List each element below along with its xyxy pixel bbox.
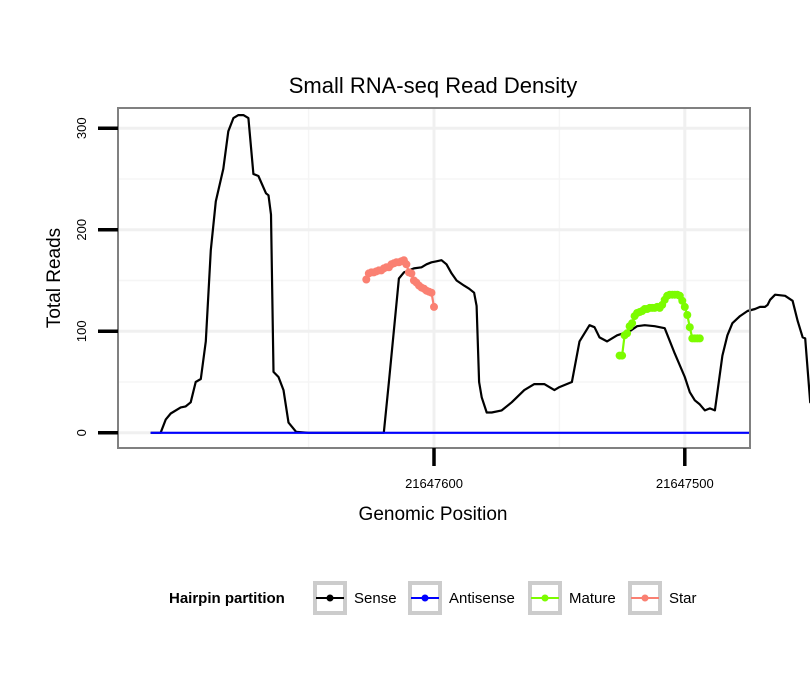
legend-key-point-star xyxy=(641,594,649,602)
series-sense xyxy=(150,113,810,434)
y-axis-label: Total Reads xyxy=(44,228,65,328)
series-line-sense xyxy=(150,113,810,434)
data-point-star xyxy=(362,275,371,284)
legend-key-point-antisense xyxy=(421,594,429,602)
legend-key-point-sense xyxy=(326,594,334,602)
legend-key-point-mature xyxy=(541,594,549,602)
series-layer xyxy=(150,113,810,434)
data-point-mature xyxy=(680,302,689,311)
data-point-mature xyxy=(628,319,637,328)
y-tick-label: 200 xyxy=(74,219,89,241)
legend-label-star: Star xyxy=(669,590,697,607)
data-point-star xyxy=(430,302,438,311)
x-tick-label: 21647600 xyxy=(405,476,463,491)
y-tick-label: 300 xyxy=(74,117,89,139)
data-point-star xyxy=(427,288,436,297)
data-point-mature xyxy=(623,329,632,338)
legend: Hairpin partition Sense Antisense Mature St… xyxy=(169,581,697,615)
legend-label-mature: Mature xyxy=(569,590,616,607)
data-point-mature xyxy=(683,311,692,319)
legend-title: Hairpin partition xyxy=(169,590,285,607)
series-star xyxy=(362,256,438,311)
data-point-mature xyxy=(695,334,704,343)
x-tick-label: 21647500 xyxy=(656,476,714,491)
chart-title: Small RNA-seq Read Density xyxy=(289,73,578,98)
y-tick-label: 0 xyxy=(74,429,89,436)
y-tick-label: 100 xyxy=(74,320,89,342)
legend-label-sense: Sense xyxy=(354,590,397,607)
legend-item-mature: Mature xyxy=(528,581,616,615)
series-mature xyxy=(615,290,704,360)
legend-item-antisense: Antisense xyxy=(408,581,515,615)
plot-panel xyxy=(117,107,810,449)
data-point-mature xyxy=(685,323,694,332)
data-point-mature xyxy=(678,296,687,305)
legend-item-star: Star xyxy=(628,581,697,615)
data-point-star xyxy=(402,260,411,269)
data-point-star xyxy=(407,269,416,278)
legend-item-sense: Sense xyxy=(313,581,397,615)
legend-label-antisense: Antisense xyxy=(449,590,515,607)
x-axis-label: Genomic Position xyxy=(359,504,508,525)
axis-layer: 0 100 200 300 21647600 21647500 xyxy=(74,117,714,491)
data-point-mature xyxy=(618,351,627,360)
